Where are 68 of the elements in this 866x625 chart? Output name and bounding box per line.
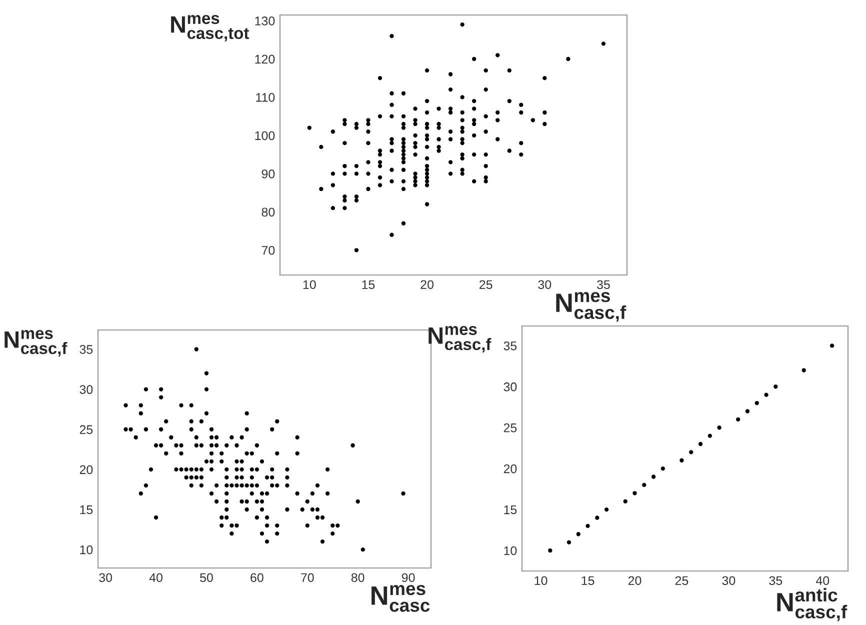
- y-tick-label: 90: [262, 169, 275, 178]
- y-axis-title: N$^{mes}$$_{casc,f}$: [4, 330, 68, 357]
- y-tick-label: 10: [80, 545, 93, 554]
- x-tick-label: 10: [303, 280, 316, 290]
- x-tick-label: 40: [149, 573, 162, 582]
- x-tick-label: 80: [351, 573, 364, 582]
- y-tick-label: 25: [504, 423, 517, 432]
- x-tick-label: 10: [534, 576, 548, 586]
- y-tick-label: 30: [80, 385, 93, 394]
- point: [660, 466, 666, 471]
- point: [680, 458, 684, 462]
- point: [632, 491, 637, 496]
- point: [754, 400, 759, 406]
- point: [830, 344, 834, 348]
- point: [736, 417, 740, 422]
- x-tick-label: 35: [597, 280, 610, 290]
- y-tick-label: 35: [80, 345, 93, 354]
- x-axis-title: N$^{mes}$$_{casc,f}$: [556, 292, 626, 322]
- y-tick-label: 70: [262, 246, 275, 255]
- x-tick-label: 25: [480, 280, 492, 290]
- point: [604, 507, 609, 512]
- y-axis-title: N$^{mes}$$_{casc,f}$: [428, 326, 492, 353]
- x-tick-label: 15: [362, 280, 375, 290]
- point: [764, 392, 768, 397]
- y-tick-label: 10: [504, 546, 517, 556]
- y-tick-label: 25: [80, 425, 93, 434]
- y-tick-label: 20: [504, 464, 517, 474]
- point: [566, 540, 572, 544]
- point: [717, 426, 722, 430]
- x-tick-label: 30: [99, 573, 112, 582]
- x-tick-label: 30: [538, 280, 552, 290]
- point: [745, 409, 750, 414]
- y-tick-label: 30: [504, 382, 517, 392]
- point: [576, 532, 580, 536]
- point: [595, 516, 600, 520]
- x-tick-label: 40: [816, 576, 830, 586]
- point: [689, 450, 694, 454]
- y-tick-label: 80: [262, 208, 275, 217]
- y-tick-label: 130: [255, 16, 275, 26]
- y-axis-title: N$^{mes}$$_{casc,tot}$: [171, 15, 250, 42]
- point: [642, 482, 646, 488]
- x-tick-label: 25: [675, 576, 688, 586]
- x-tick-label: 60: [250, 573, 264, 582]
- point: [586, 524, 590, 528]
- x-tick-label: 20: [420, 280, 434, 290]
- point: [651, 474, 656, 479]
- point: [623, 499, 628, 504]
- point: [774, 384, 778, 389]
- x-tick-label: 20: [628, 576, 642, 586]
- point: [802, 368, 806, 372]
- x-tick-label: 90: [402, 573, 415, 582]
- point: [698, 442, 703, 446]
- x-tick-label: 35: [769, 576, 782, 586]
- x-tick-label: 70: [301, 573, 314, 582]
- x-axis-title: N$^{mes}$$_{casc}$: [372, 585, 430, 612]
- y-tick-label: 20: [80, 465, 93, 474]
- y-tick-label: 15: [80, 505, 93, 514]
- y-tick-label: 15: [504, 505, 517, 514]
- point: [548, 548, 552, 553]
- y-tick-label: 110: [256, 93, 275, 102]
- point: [708, 434, 712, 438]
- x-tick-label: 30: [722, 576, 736, 586]
- x-axis-title: N$^{antic}$$_{casc,f}$: [777, 588, 848, 622]
- x-tick-label: 15: [582, 576, 594, 586]
- y-tick-label: 100: [255, 131, 275, 140]
- x-tick-label: 50: [200, 573, 213, 582]
- y-tick-label: 35: [504, 341, 517, 350]
- y-tick-label: 120: [255, 54, 275, 64]
